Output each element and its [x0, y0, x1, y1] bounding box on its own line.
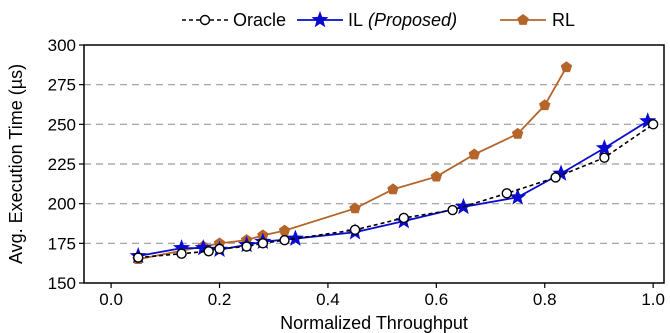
- x-tick-label-0.8: 0.8: [533, 290, 557, 309]
- series-oracle-point-13: [647, 119, 659, 130]
- series-il-point-10: [509, 188, 527, 205]
- legend-oracle-label: Oracle: [233, 10, 286, 30]
- series-rl-point-5: [278, 224, 291, 236]
- x-tick-label-0.2: 0.2: [208, 290, 232, 309]
- y-tick-label-225: 225: [48, 155, 76, 174]
- series-rl-point-7: [387, 183, 399, 195]
- legend-rl-label: RL: [552, 10, 575, 30]
- series-oracle-point-3: [214, 243, 225, 255]
- x-tick-label-0.6: 0.6: [425, 290, 449, 309]
- y-tick-label-200: 200: [48, 195, 76, 214]
- x-axis-title: Normalized Throughput: [280, 313, 468, 333]
- series-layer: [129, 61, 659, 265]
- series-il-point-12: [595, 139, 613, 156]
- series-il-point-13: [639, 112, 657, 129]
- x-tick-label-0.4: 0.4: [316, 290, 340, 309]
- legend-oracle-circle-icon: [199, 14, 211, 26]
- series-oracle-point-11: [550, 172, 561, 183]
- series-il-point-6: [286, 229, 304, 246]
- y-tick-label-150: 150: [48, 274, 76, 293]
- series-oracle-point-4: [241, 241, 252, 252]
- series-oracle-point-6: [279, 234, 290, 246]
- legend-item-rl: RL: [500, 10, 575, 30]
- legend-rl-pentagon-icon: [517, 14, 529, 25]
- series-il-point-11: [552, 164, 570, 181]
- legend-item-oracle: Oracle: [182, 10, 286, 30]
- series-oracle-point-7: [349, 224, 361, 236]
- x-tick-label-1.0: 1.0: [641, 290, 665, 309]
- series-oracle-point-0: [133, 252, 144, 263]
- series-rl-point-6: [349, 202, 361, 214]
- y-tick-label-300: 300: [48, 36, 76, 55]
- legend: Oracle IL (Proposed) RL: [182, 10, 575, 30]
- series-oracle-point-5: [257, 238, 269, 249]
- series-oracle: [133, 119, 659, 263]
- y-axis-title: Avg. Execution Time (µs): [6, 64, 26, 264]
- series-oracle-point-1: [176, 248, 187, 259]
- series-oracle-point-2: [203, 246, 214, 257]
- x-tick-label-0.0: 0.0: [99, 290, 123, 309]
- y-tick-label-250: 250: [48, 115, 76, 134]
- series-rl-point-10: [511, 127, 524, 139]
- series-il-point-1: [173, 239, 191, 256]
- series-rl-point-8: [430, 170, 443, 182]
- legend-il-star-icon: [311, 11, 329, 28]
- legend-il-name: IL: [348, 10, 363, 30]
- series-oracle-point-9: [447, 204, 458, 216]
- series-oracle-point-12: [599, 152, 610, 163]
- legend-il-suffix: (Proposed): [368, 10, 457, 30]
- series-rl-point-11: [539, 99, 551, 111]
- series-oracle-point-8: [398, 212, 410, 224]
- legend-item-il: IL (Proposed): [297, 10, 457, 30]
- y-tick-label-175: 175: [48, 234, 76, 253]
- y-tick-label-275: 275: [48, 76, 76, 95]
- series-rl-point-9: [468, 148, 480, 160]
- series-il-point-2: [194, 239, 212, 256]
- axis-ticks: 150 175 200 225 250 275 300 0.0 0.2 0.4 0.6 0.8 1.0: [48, 36, 665, 309]
- series-oracle-point-10: [501, 188, 513, 199]
- legend-il-label: IL (Proposed): [348, 10, 457, 30]
- series-rl-point-12: [560, 61, 573, 73]
- grid-lines: [84, 84, 664, 244]
